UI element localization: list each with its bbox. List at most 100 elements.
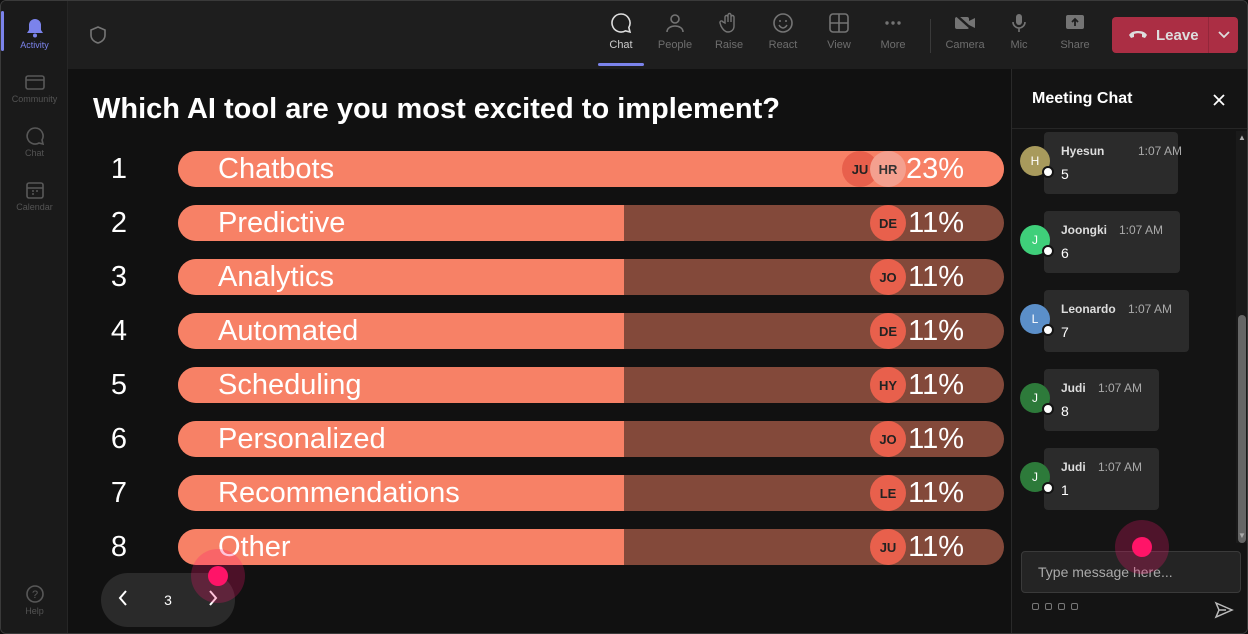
prev-page-button[interactable]: [117, 589, 129, 612]
more-button[interactable]: More: [868, 11, 918, 61]
rail-item-label: Help: [25, 606, 44, 616]
sender-name: Joongki: [1061, 223, 1108, 237]
option-bar[interactable]: Other JU 11%: [178, 529, 1004, 565]
leave-main[interactable]: Leave: [1112, 27, 1208, 44]
leave-button[interactable]: Leave: [1112, 17, 1238, 53]
chat-scrollbar[interactable]: ▲ ▼: [1236, 131, 1247, 543]
more-label: More: [880, 39, 906, 51]
option-bar[interactable]: Scheduling HY 11%: [178, 367, 1004, 403]
option-label: Chatbots: [218, 153, 335, 185]
presence-status-icon: [1042, 166, 1054, 178]
message-bubble[interactable]: Joongki 1:07 AM 6: [1044, 211, 1180, 273]
option-bar[interactable]: Recommendations LE 11%: [178, 475, 1004, 511]
option-number: 1: [110, 153, 128, 185]
hang-up-icon: [1128, 27, 1148, 44]
option-label: Analytics: [218, 261, 335, 293]
message-bubble[interactable]: Hyesun 1:07 AM 5: [1044, 132, 1182, 194]
message-bubble[interactable]: Judi 1:07 AM 1: [1044, 448, 1159, 510]
raise-hand-button[interactable]: Raise: [704, 11, 754, 61]
help-icon: ?: [25, 584, 45, 604]
share-screen-icon: [1063, 11, 1087, 35]
react-button[interactable]: React: [758, 11, 808, 61]
attach-icon[interactable]: [1045, 603, 1052, 610]
option-bar[interactable]: Personalized JO 11%: [178, 421, 1004, 457]
option-bar-fill: [178, 529, 624, 565]
chat-icon: [25, 126, 45, 146]
option-label: Recommendations: [218, 477, 460, 509]
share-label: Share: [1060, 39, 1090, 51]
poll-option-row: 6 Personalized JO 11%: [68, 421, 1011, 459]
chat-icon: [609, 11, 633, 35]
camera-label: Camera: [945, 39, 985, 51]
message-bubble[interactable]: Leonardo 1:07 AM 7: [1044, 290, 1189, 352]
rail-item-label: Activity: [20, 40, 49, 50]
send-button[interactable]: [1214, 600, 1234, 620]
mic-button[interactable]: Mic: [994, 11, 1044, 61]
app-rail: Activity Community Chat Calendar ? Help: [1, 1, 68, 633]
rail-item-label: Community: [11, 94, 58, 104]
chevron-left-icon: [118, 589, 127, 606]
active-tab-indicator: [598, 63, 644, 66]
sender-name: Hyesun: [1061, 144, 1105, 158]
voter-avatar: DE: [870, 205, 906, 241]
close-chat-button[interactable]: [1208, 89, 1230, 111]
option-bar[interactable]: Chatbots JU HR 23%: [178, 151, 1004, 187]
scroll-down-arrow[interactable]: ▼: [1238, 531, 1246, 540]
voter-avatar: DE: [870, 313, 906, 349]
presence-status-icon: [1042, 482, 1054, 494]
option-percent: 11%: [908, 531, 964, 563]
leave-dropdown[interactable]: [1209, 26, 1238, 44]
option-bar-fill: [178, 367, 624, 403]
react-label: React: [768, 39, 798, 51]
camera-button[interactable]: Camera: [940, 11, 990, 61]
camera-off-icon: [953, 11, 977, 35]
rail-item-label: Calendar: [16, 202, 53, 212]
view-label: View: [827, 39, 851, 51]
rail-item-help[interactable]: ? Help: [1, 575, 68, 625]
click-indicator: [191, 549, 245, 603]
share-button[interactable]: Share: [1050, 11, 1100, 61]
close-icon: [1213, 94, 1225, 106]
voter-avatar: HY: [870, 367, 906, 403]
rail-item-chat[interactable]: Chat: [1, 117, 68, 167]
voter-avatar: JU: [870, 529, 906, 565]
chat-message-list[interactable]: Hyesun 1:07 AM 5 H Joongki 1:07 AM 6 J Leonardo 1…: [1012, 129, 1236, 543]
option-percent: 11%: [908, 261, 964, 293]
poll-question: Which AI tool are you most excited to im…: [93, 93, 780, 125]
scroll-up-arrow[interactable]: ▲: [1238, 133, 1246, 142]
rail-item-community[interactable]: Community: [1, 63, 68, 113]
message-text: 5: [1061, 166, 1069, 182]
hand-icon: [717, 11, 741, 35]
rail-item-calendar[interactable]: Calendar: [1, 171, 68, 221]
gif-icon[interactable]: [1071, 603, 1078, 610]
option-bar-fill: [178, 475, 624, 511]
format-icon[interactable]: [1032, 603, 1039, 610]
bell-icon: [25, 18, 45, 38]
voter-avatar: HR: [870, 151, 906, 187]
view-button[interactable]: View: [814, 11, 864, 61]
option-bar[interactable]: Predictive DE 11%: [178, 205, 1004, 241]
message-text: 6: [1061, 245, 1069, 261]
emoji-icon[interactable]: [1058, 603, 1065, 610]
voter-avatar: JO: [870, 421, 906, 457]
people-button[interactable]: People: [650, 11, 700, 61]
presence-status-icon: [1042, 403, 1054, 415]
rail-item-activity[interactable]: Activity: [1, 9, 68, 59]
message-bubble[interactable]: Judi 1:07 AM 8: [1044, 369, 1159, 431]
avatar[interactable]: J: [1020, 383, 1050, 413]
chat-button[interactable]: Chat: [596, 11, 646, 61]
sender-name: Judi: [1061, 460, 1086, 474]
sender-name: Leonardo: [1061, 302, 1116, 316]
voter-avatar: JO: [870, 259, 906, 295]
option-bar[interactable]: Automated DE 11%: [178, 313, 1004, 349]
option-number: 2: [110, 207, 128, 239]
option-bar[interactable]: Analytics JO 11%: [178, 259, 1004, 295]
presence-status-icon: [1042, 324, 1054, 336]
click-indicator: [1115, 520, 1169, 574]
option-percent: 11%: [908, 207, 964, 239]
shield-icon: [88, 25, 108, 45]
message-time: 1:07 AM: [1098, 460, 1143, 474]
scroll-thumb[interactable]: [1238, 315, 1246, 543]
people-label: People: [657, 39, 693, 51]
more-icon: [881, 11, 905, 35]
